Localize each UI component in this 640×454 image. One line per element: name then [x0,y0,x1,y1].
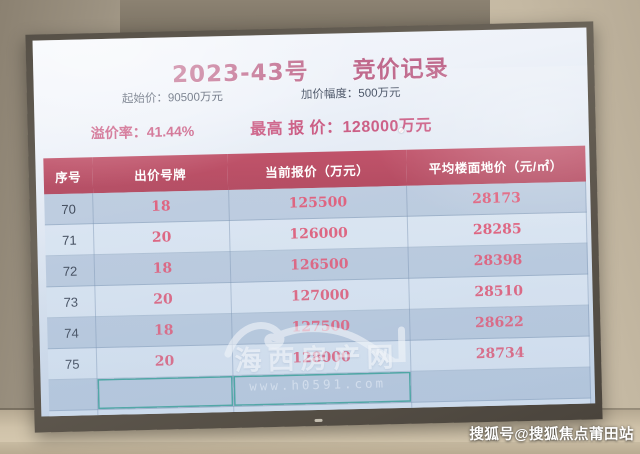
cell-index: 70 [44,193,94,225]
cell-index [49,409,99,417]
cell-floor-price: 28173 [406,181,587,217]
table-body: 70 18 125500 28173 71 20 126000 28285 72 18 126500… [44,181,592,417]
auction-screen: 2023-43号 竞价记录 起始价：90500万元 加价幅度：500万元 溢价率… [32,27,596,417]
column-header-floor-price: 平均楼面地价（元/㎡） [406,145,586,186]
cell-floor-price: 28510 [409,274,589,310]
cell-floor-price: 28734 [410,336,590,372]
column-header-index: 序号 [43,157,93,195]
cell-floor-price: 28622 [409,305,590,341]
column-header-bid: 当前报价（万元） [227,149,407,191]
cell-plate: 20 [93,220,230,255]
cell-bid: 127000 [230,278,410,314]
cell-bid: 128000 [231,340,412,376]
cell-index: 71 [44,223,95,256]
power-led-icon [314,418,323,423]
cell-index: 75 [47,347,98,380]
page-title: 竞价记录 [352,55,449,85]
cell-index: 72 [45,254,96,287]
source-caption: 搜狐号@搜狐焦点莆田站 [469,427,634,443]
cell-bid: 125500 [228,185,408,221]
cell-index: 73 [46,285,96,318]
auction-lot-number: 2023-43号 [171,59,309,89]
cell-bid: 127500 [231,309,411,345]
highest-bid-value: 最高 报 价：128000万元 [249,117,433,139]
auction-summary-row-2: 溢价率：41.44% 最高 报 价：128000万元 [34,108,588,145]
cell-plate [97,375,234,410]
cell-bid: 126500 [229,247,410,283]
mouse-cursor-icon [398,127,404,133]
cell-plate: 18 [92,190,229,224]
cell-plate: 20 [96,344,233,379]
cell-floor-price: 28398 [408,243,588,279]
cell-index: 74 [47,316,97,349]
cell-plate: 18 [94,251,231,286]
monitor-bezel: 2023-43号 竞价记录 起始价：90500万元 加价幅度：500万元 溢价率… [25,21,603,433]
column-header-plate: 出价号牌 [92,154,229,194]
cell-floor-price [411,398,592,417]
baseboard [0,442,640,454]
cell-plate: 18 [95,313,232,348]
increment-label: 加价幅度：500万元 [300,86,401,102]
cell-bid: 126000 [228,216,409,252]
cell-index [48,378,98,411]
cell-bid [232,371,412,407]
cell-plate: 20 [95,282,232,317]
start-price-label: 起始价：90500万元 [121,91,224,106]
cell-floor-price: 28285 [407,212,587,248]
bid-record-table: 序号 出价号牌 当前报价（万元） 平均楼面地价（元/㎡） 70 18 125500 2… [43,145,592,417]
cell-floor-price [411,367,591,403]
premium-rate-value: 溢价率：41.44% [90,122,195,142]
